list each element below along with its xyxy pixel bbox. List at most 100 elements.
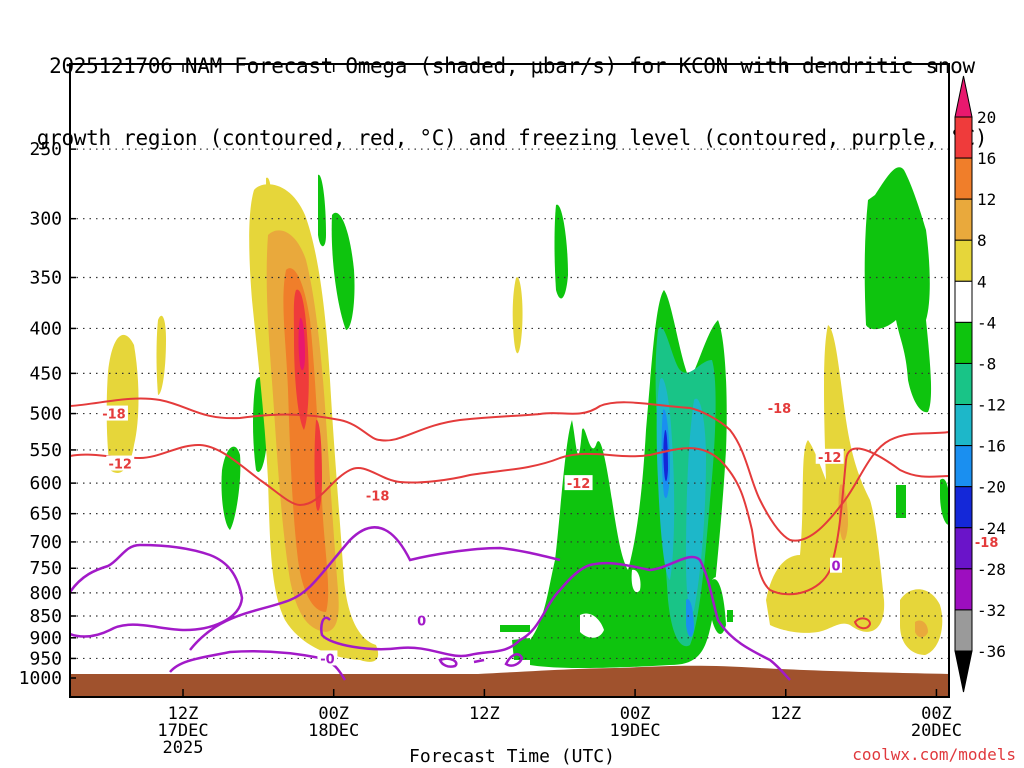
- y-tick-label-350: 350: [29, 267, 62, 288]
- plot-frame: [69, 63, 950, 698]
- contour-label-bg-5: [815, 448, 844, 464]
- omega-band-hole-1: [580, 613, 604, 638]
- contour-label-2: -18: [366, 490, 390, 505]
- y-tick-label-700: 700: [29, 532, 62, 553]
- colorbar-label-5: -4: [977, 313, 996, 332]
- omega-patch-yellow-thin2: [512, 277, 523, 354]
- freezing-line-blob3: [504, 653, 524, 667]
- contour-label-3: -12: [567, 477, 591, 492]
- omega-patch-early-yellow: [106, 334, 139, 473]
- y-tick-label-950: 950: [29, 648, 62, 669]
- contour-label-bg-8: [317, 650, 338, 666]
- y-tick-label-400: 400: [29, 318, 62, 339]
- contour-label-5: -12: [818, 451, 842, 466]
- omega-band-darkblue: [663, 429, 668, 482]
- omega-patch-green-e: [554, 204, 568, 299]
- colorbar-label-13: -36: [977, 642, 1006, 661]
- omega-patch-green-k: [940, 478, 949, 525]
- x-tick-label-0-2: 2025: [163, 738, 204, 758]
- omega-patch-green-a: [221, 446, 241, 530]
- colorbar-swatch-1: [954, 116, 973, 159]
- contour-label-bg-2: [363, 487, 392, 503]
- colorbar-label-3: 8: [977, 231, 987, 250]
- colorbar-label-6: -8: [977, 354, 996, 373]
- colorbar-label-2: 12: [977, 190, 996, 209]
- freezing-line-0dec-upper: [189, 526, 561, 651]
- colorbar-label-10: -24: [977, 519, 1006, 538]
- x-tick-label-0-0: 12Z: [168, 704, 199, 724]
- x-tick-label-1-0: 00Z: [318, 704, 349, 724]
- omega-patch-green-f: [500, 625, 530, 632]
- y-tick-label-900: 900: [29, 628, 62, 649]
- contour-label-bg-4: [765, 400, 794, 416]
- omega-20dec-yellow: [766, 325, 885, 633]
- contour-label-8: -0: [320, 652, 334, 667]
- x-tick-label-2-0: 12Z: [469, 704, 500, 724]
- chart-title: 2025121706 NAM Forecast Omega (shaded, μ…: [0, 6, 1024, 174]
- y-tick-label-250: 250: [29, 139, 62, 160]
- freezing-line-main: [320, 555, 791, 681]
- omega-band-cyan2: [686, 398, 706, 613]
- colorbar-label-9: -20: [977, 478, 1006, 497]
- isotherm-minus-18-line: [70, 397, 949, 542]
- colorbar-swatch-10: [954, 486, 973, 529]
- ground-terrain-bump: [440, 665, 949, 680]
- y-tick-label-450: 450: [29, 363, 62, 384]
- x-tick-label-4-0: 12Z: [770, 704, 801, 724]
- x-axis-label: Forecast Time (UTC): [409, 746, 615, 767]
- freezing-line-blob: [438, 657, 458, 668]
- colorbar-swatch-5: [954, 280, 973, 323]
- omega-main-magenta: [298, 317, 305, 371]
- colorbar-swatch-12: [954, 568, 973, 611]
- omega-patch-green-j: [896, 485, 906, 518]
- credit-text: coolwx.com/models: [852, 745, 1016, 764]
- y-tick-label-300: 300: [29, 209, 62, 230]
- colorbar-label-4: 4: [977, 272, 987, 291]
- freezing-line-blob2: [473, 658, 485, 664]
- isotherm-minus-12-line: [70, 443, 949, 596]
- colorbar-bottom-arrow: [954, 650, 973, 693]
- omega-upper-green: [864, 167, 932, 413]
- colorbar-swatch-7: [954, 362, 973, 406]
- contour-label-bg-3: [564, 475, 593, 491]
- y-tick-label-650: 650: [29, 504, 62, 525]
- colorbar-label-7: -12: [977, 396, 1006, 415]
- contour-labels: -18 -12 -18 -12 -18 -12 -18 0 -0 0: [99, 400, 1001, 667]
- freezing-line-upper: [70, 543, 244, 638]
- omega-band-blue2: [686, 599, 694, 637]
- contour-label-bg-6: [972, 533, 1001, 549]
- colorbar-swatch-9: [954, 445, 973, 488]
- omega-patch-green-h: [712, 579, 726, 635]
- x-tick-label-5-0: 00Z: [921, 704, 952, 724]
- isotherm-minus-18-small: [853, 617, 872, 630]
- colorbar-top-arrow: [954, 75, 973, 118]
- chart-title-line2: growth region (contoured, red, °C) and f…: [36, 126, 988, 150]
- freezing-level-contours: [70, 526, 791, 681]
- colorbar-label-0: 20: [977, 108, 996, 127]
- x-tick-label-1-1: 18DEC: [308, 721, 359, 741]
- x-tick-label-3-1: 19DEC: [609, 721, 660, 741]
- contour-label-bg-0: [99, 405, 128, 421]
- omega-20dec-gold-blob: [915, 620, 928, 638]
- colorbar-swatch-2: [954, 157, 973, 200]
- freezing-line-lower: [169, 650, 347, 681]
- colorbar-swatch-11: [954, 527, 973, 570]
- omega-patch-yellow-thin: [266, 177, 271, 207]
- y-tick-label-800: 800: [29, 583, 62, 604]
- dgz-contours: [70, 397, 949, 630]
- omega-patch-green-d: [318, 174, 326, 247]
- x-tick-label-3-0: 00Z: [620, 704, 651, 724]
- omega-main-red-low: [314, 419, 322, 511]
- y-tick-label-600: 600: [29, 473, 62, 494]
- contour-label-6: -18: [975, 536, 999, 551]
- contour-label-7: 0: [417, 614, 426, 629]
- colorbar-swatch-3: [954, 198, 973, 241]
- y-tick-label-850: 850: [29, 606, 62, 627]
- contour-label-bg-1: [106, 455, 135, 471]
- omega-patch-green-i: [727, 610, 733, 622]
- omega-patch-yellow-small: [156, 315, 166, 395]
- y-tick-label-1000: 1000: [19, 668, 62, 689]
- omega-patch-green-c: [331, 212, 355, 330]
- colorbar-label-8: -16: [977, 437, 1006, 456]
